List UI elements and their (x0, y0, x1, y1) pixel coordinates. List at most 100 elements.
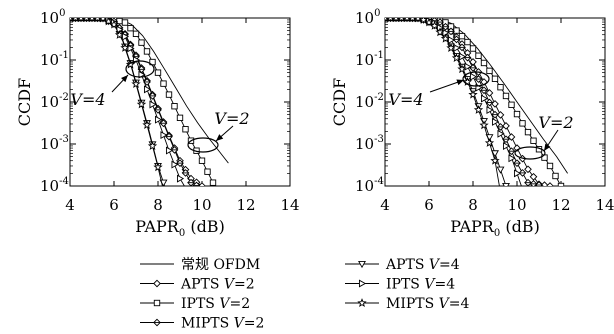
data-point (165, 146, 174, 155)
data-point (524, 128, 532, 136)
data-point (138, 70, 146, 79)
data-point (513, 110, 521, 118)
data-point (462, 76, 473, 86)
x-tick-label: 4 (65, 196, 75, 214)
data-point (143, 48, 151, 55)
series-7 (70, 18, 163, 186)
data-point (497, 84, 504, 91)
data-point (552, 172, 559, 180)
data-point (414, 18, 422, 23)
legend-label: MIPTS V=2 (181, 316, 264, 332)
legend-marker (153, 279, 161, 288)
data-point (198, 157, 206, 164)
data-point (181, 169, 190, 177)
data-point (518, 169, 527, 177)
data-point (187, 178, 195, 186)
data-point (176, 174, 185, 183)
data-point (393, 18, 399, 22)
chart-panel-1: 4 6 8 10 12 14 100 10-1 10-2 10-3 10-4 PAPR0 (dB) CC… (15, 8, 300, 239)
y-tick-label: 10-3 (40, 134, 69, 153)
legend-item-1: 常规 OFDM (140, 257, 260, 273)
x-tick-label: 10 (507, 196, 526, 214)
data-point (451, 53, 462, 63)
data-point (387, 18, 394, 22)
legend: 常规 OFDM APTS V=2 IPTS V=2 MIPTS V=2 APTS V=4… (140, 257, 470, 332)
data-point (209, 179, 217, 186)
x-tick-label: 14 (280, 196, 299, 214)
data-point (480, 86, 488, 95)
series-7 (385, 18, 500, 186)
data-point (496, 123, 505, 131)
data-point (83, 18, 90, 22)
y-tick-label: 10-1 (40, 50, 69, 69)
data-point (491, 150, 499, 158)
data-point (171, 160, 179, 169)
data-point (404, 18, 410, 22)
data-point (147, 141, 158, 150)
data-point (474, 75, 483, 83)
legend-marker (358, 260, 366, 269)
data-point (148, 92, 157, 100)
annotation-ellipse (514, 146, 546, 160)
x-tick-label: 8 (468, 196, 478, 214)
annotation-v2: V=2 (538, 113, 573, 132)
data-point (165, 91, 173, 98)
data-point (458, 43, 466, 52)
annotation-v2: V=2 (214, 109, 249, 128)
data-point (513, 169, 522, 178)
data-point (468, 89, 478, 99)
legend-marker (357, 298, 367, 307)
data-point (513, 159, 521, 167)
x-tick-label: 4 (380, 196, 390, 214)
data-point (486, 67, 493, 75)
data-point (529, 172, 538, 181)
data-point (103, 18, 114, 26)
x-tick-label: 8 (153, 196, 163, 214)
data-point (507, 133, 516, 141)
data-point (424, 18, 434, 27)
chart-panel-2: 4 6 8 10 12 14 100 10-1 10-2 10-3 10-4 PAPR0 (dB) CC… (330, 8, 614, 239)
y-axis-label: CCDF (330, 78, 349, 126)
data-point (464, 62, 472, 71)
data-point (89, 18, 95, 22)
x-axis-label: PAPR0 (dB) (135, 217, 225, 239)
y-tick-label: 100 (40, 8, 65, 27)
data-point (192, 181, 201, 186)
data-point (496, 111, 505, 119)
data-point (142, 120, 152, 129)
data-point (127, 44, 135, 53)
x-tick-label: 12 (236, 196, 255, 214)
data-point (198, 182, 206, 186)
y-axis-label: CCDF (15, 78, 34, 126)
data-point (485, 89, 494, 97)
data-point (165, 132, 173, 141)
y-tick-label: 10-2 (355, 92, 384, 111)
y-tick-label: 10-2 (40, 92, 69, 111)
data-point (479, 120, 489, 130)
legend-item-5: APTS V=4 (345, 257, 460, 273)
legend-label: IPTS V=2 (181, 296, 250, 312)
data-point (441, 22, 450, 31)
y-tick-label: 100 (355, 8, 380, 27)
data-point (508, 101, 515, 108)
data-point (154, 69, 162, 76)
data-point (490, 155, 500, 165)
annotation-arrow-v4-head (456, 79, 464, 86)
marker-diamond (529, 180, 538, 186)
y-tick-label: 10-3 (355, 134, 384, 153)
x-tick-label: 6 (424, 196, 434, 214)
data-point (440, 33, 451, 43)
data-point (491, 100, 499, 108)
data-point (530, 137, 537, 144)
data-point (99, 18, 107, 23)
data-point (453, 27, 460, 34)
data-point (486, 106, 494, 115)
data-point (398, 18, 405, 22)
legend-marker (153, 318, 161, 327)
data-point (171, 103, 178, 110)
data-point (529, 180, 538, 186)
data-point (508, 154, 516, 163)
data-point (524, 178, 532, 186)
data-point (524, 165, 532, 174)
